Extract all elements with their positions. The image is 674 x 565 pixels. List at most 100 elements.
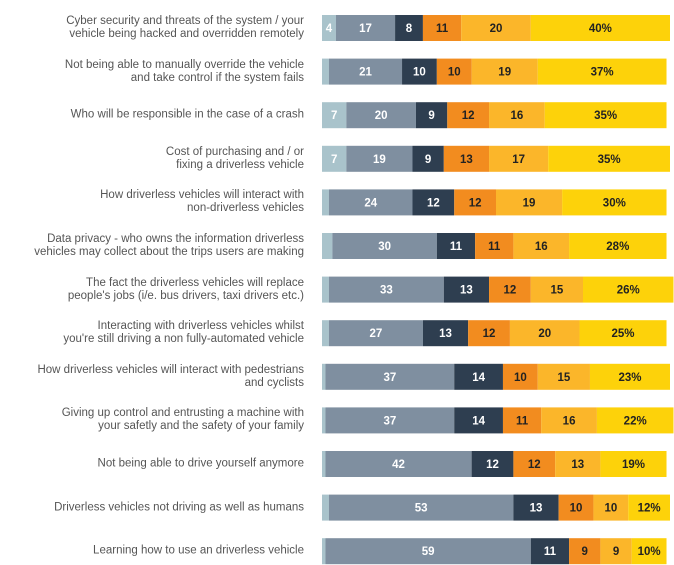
bar-segment [447,102,490,129]
bar-segment [471,58,538,85]
value-label: 7 [331,154,337,166]
bar-segment [325,407,455,434]
bar-segment [335,15,396,41]
bar-segment [513,233,570,259]
category-label: Giving up control and entrusting a machi… [61,407,304,433]
bar-segment [328,58,403,85]
bar-segment [489,276,531,303]
bar-segment [322,363,326,390]
bar-segment [496,189,563,216]
category-label: Learning how to use an driverless vehicl… [93,544,304,557]
value-label: 14 [472,415,485,427]
value-label: 37% [591,67,614,79]
value-label: 13 [439,328,452,340]
bar-segment [489,145,549,172]
bar-segment [569,538,601,565]
bar-segment [548,145,670,172]
category-label: How driverless vehicles will interact wi… [100,189,304,215]
value-label: 19% [622,459,645,471]
bar-segment [562,189,667,216]
value-label: 9 [428,110,434,122]
bar-segment [471,451,514,477]
bar-segment [346,102,416,129]
value-label: 11 [436,23,449,35]
bar-segment [502,363,538,390]
value-label: 12 [504,285,517,297]
bar-segment [530,15,670,41]
bar-segment [558,494,594,521]
bar-segment [596,407,674,434]
value-label: 59 [422,546,435,558]
value-label: 10 [413,67,426,79]
value-label: 12 [462,110,475,122]
value-label: 30 [378,241,391,253]
bar-segment [322,102,347,129]
bar-segment [322,233,333,259]
value-label: 14 [472,372,485,384]
bar-segment [530,538,570,565]
bar-segment [509,320,580,347]
value-label: 19 [498,67,511,79]
value-label: 37 [383,415,396,427]
category-label: Data privacy - who owns the information … [34,233,304,258]
bar-segment [513,494,559,521]
bar-segment [443,276,490,303]
value-label: 9 [582,546,588,558]
value-label: 20 [375,110,388,122]
value-label: 12 [486,459,499,471]
bar-segment [454,407,503,434]
value-label: 9 [425,154,431,166]
value-label: 28% [606,241,629,253]
value-label: 13 [571,459,584,471]
value-label: 12 [483,328,496,340]
bar-segment [322,538,326,565]
bar-segment [328,276,444,303]
value-label: 12 [427,197,440,209]
bar-segment [322,451,326,477]
value-label: 42 [392,459,405,471]
value-label: 17 [512,154,525,166]
bar-segment [454,189,496,216]
bar-segment [541,407,597,434]
value-label: 10 [448,67,461,79]
bar-segment [325,538,531,565]
bar-segment [328,189,413,216]
value-label: 10 [570,503,583,515]
value-label: 25% [612,328,635,340]
bar-segment [322,15,336,41]
bar-segment [475,233,514,259]
value-label: 33 [380,285,393,297]
bar-segment [600,451,667,477]
value-label: 23% [618,372,641,384]
value-label: 40% [589,23,612,35]
category-label: Not being able to manually override the … [64,58,304,84]
bar-segment [489,102,545,129]
value-label: 12 [528,459,541,471]
bar-segment [555,451,601,477]
value-label: 16 [563,415,576,427]
category-label: Who will be responsible in the case of a… [70,108,304,121]
value-label: 8 [406,23,413,35]
bar-segment [544,102,667,129]
bar-segment [454,363,503,390]
bar-segment [328,320,423,347]
bar-segment [346,145,413,172]
value-label: 16 [535,241,548,253]
value-label: 26% [617,285,640,297]
bar-segment [412,145,444,172]
value-label: 20 [538,328,551,340]
bar-segment [322,407,326,434]
bar-segment [579,320,667,347]
value-label: 11 [516,415,529,427]
bar-segment [461,15,531,41]
bar-segment [513,451,556,477]
value-label: 10% [638,546,661,558]
value-label: 24 [364,197,377,209]
category-label: Cost of purchasing and / or fixing a dri… [165,145,304,171]
value-label: 13 [530,503,543,515]
value-label: 10 [514,372,527,384]
bar-segment [322,58,329,85]
bar-segment [322,189,329,216]
bar-segment [436,58,472,85]
